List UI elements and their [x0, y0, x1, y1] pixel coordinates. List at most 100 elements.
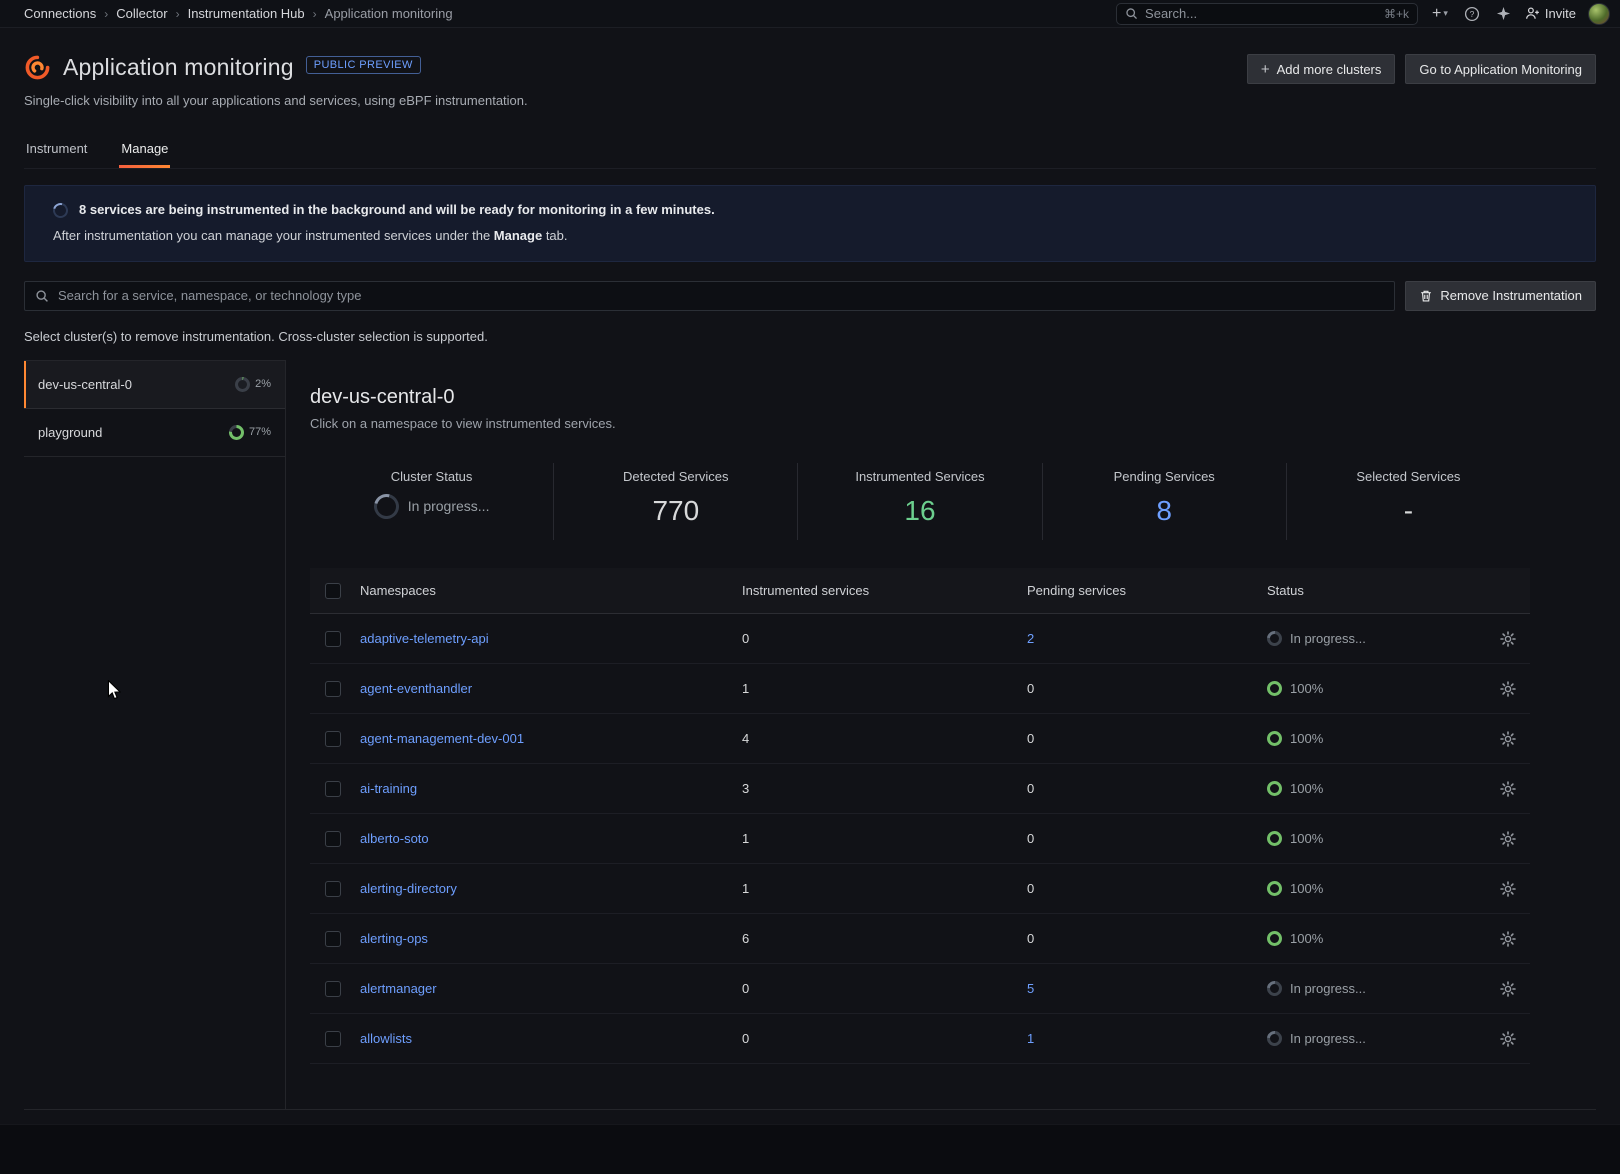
row-checkbox[interactable] — [325, 880, 341, 897]
cluster-status-spinner-icon — [369, 489, 404, 524]
namespace-link[interactable]: alberto-soto — [360, 831, 429, 847]
instrumentation-progress-banner: 8 services are being instrumented in the… — [24, 185, 1596, 262]
namespace-link[interactable]: agent-management-dev-001 — [360, 731, 525, 747]
status-ring-icon — [1267, 781, 1282, 797]
breadcrumb-connections[interactable]: Connections — [24, 6, 97, 21]
toolbar: Remove Instrumentation — [24, 280, 1596, 311]
status-label: 100% — [1290, 931, 1324, 947]
gear-icon[interactable] — [1482, 831, 1530, 847]
row-checkbox[interactable] — [325, 930, 341, 947]
row-checkbox[interactable] — [325, 730, 341, 747]
row-checkbox[interactable] — [325, 780, 341, 797]
instrumented-count: 4 — [742, 731, 750, 747]
table-row: alerting-ops 6 0 100% — [310, 914, 1530, 965]
namespace-link[interactable]: adaptive-telemetry-api — [360, 631, 489, 647]
row-checkbox[interactable] — [325, 1030, 341, 1047]
gear-icon[interactable] — [1482, 881, 1530, 897]
service-search-input[interactable] — [58, 288, 1385, 304]
select-all-checkbox[interactable] — [325, 582, 341, 599]
breadcrumb-separator: › — [175, 6, 180, 21]
gear-icon[interactable] — [1482, 931, 1530, 947]
table-row: alerting-directory 1 0 100% — [310, 864, 1530, 915]
cluster-item-dev-us-central-0[interactable]: dev-us-central-0 2% — [24, 361, 285, 409]
status-ring-icon — [1267, 881, 1282, 897]
breadcrumb-separator: › — [312, 6, 317, 21]
cluster-detail-subtitle: Click on a namespace to view instrumente… — [310, 415, 616, 431]
row-checkbox[interactable] — [325, 980, 341, 997]
page-title: Application monitoring — [63, 54, 294, 80]
status-ring-icon — [1267, 681, 1282, 697]
go-to-application-monitoring-button[interactable]: Go to Application Monitoring — [1405, 54, 1596, 84]
cluster-progress-percent: 77% — [248, 426, 271, 439]
namespace-link[interactable]: alerting-ops — [360, 931, 428, 947]
namespace-link[interactable]: allowlists — [360, 1031, 413, 1047]
page-header: Application monitoring PUBLIC PREVIEW + … — [24, 54, 1596, 84]
namespace-link[interactable]: alertmanager — [360, 981, 437, 997]
avatar[interactable] — [1588, 2, 1610, 25]
table-row: allowlists 0 1 In progress... — [310, 1014, 1530, 1065]
pending-count: 0 — [1027, 781, 1035, 797]
gear-icon[interactable] — [1482, 681, 1530, 697]
breadcrumb-instrumentation-hub[interactable]: Instrumentation Hub — [187, 6, 305, 21]
gear-icon[interactable] — [1482, 781, 1530, 797]
instrumented-count: 1 — [742, 881, 750, 897]
pending-services-value: 8 — [1156, 494, 1172, 526]
stat-pending-services: Pending Services 8 — [1041, 462, 1286, 541]
footer-strip — [0, 1124, 1620, 1174]
plus-icon: + — [1260, 60, 1270, 78]
pending-count: 2 — [1027, 631, 1035, 647]
stats-row: Cluster Status In progress... Detected S… — [310, 462, 1530, 541]
status-label: In progress... — [1290, 1031, 1366, 1047]
instrumented-count: 6 — [742, 931, 750, 947]
namespaces-table-rows: adaptive-telemetry-api 0 2 In progress..… — [310, 614, 1530, 1065]
remove-instrumentation-button[interactable]: Remove Instrumentation — [1405, 280, 1596, 311]
cluster-detail: dev-us-central-0 Click on a namespace to… — [286, 360, 1596, 1109]
cluster-progress-percent: 2% — [255, 378, 271, 391]
person-plus-icon — [1525, 6, 1540, 21]
search-icon — [35, 289, 49, 303]
search-icon — [1125, 7, 1138, 20]
cluster-status-text: In progress... — [407, 498, 490, 515]
instrumented-count: 0 — [742, 981, 750, 997]
selected-services-value: - — [1403, 494, 1414, 526]
table-row: ai-training 3 0 100% — [310, 764, 1530, 815]
trash-icon — [1419, 289, 1433, 303]
cluster-progress-ring-icon — [235, 376, 251, 392]
row-checkbox[interactable] — [325, 630, 341, 647]
namespace-link[interactable]: alerting-directory — [360, 881, 457, 897]
banner-secondary-message: After instrumentation you can manage you… — [53, 227, 568, 243]
table-row: alberto-soto 1 0 100% — [310, 814, 1530, 865]
stat-selected-services: Selected Services - — [1285, 462, 1530, 541]
help-button[interactable]: ? — [1462, 4, 1482, 24]
instrumented-count: 0 — [742, 631, 750, 647]
sparkle-icon — [1496, 6, 1511, 21]
instrumented-count: 0 — [742, 1031, 750, 1047]
gear-icon[interactable] — [1482, 731, 1530, 747]
chevron-down-icon: ▾ — [1443, 8, 1448, 18]
global-search[interactable]: ⌘+k — [1116, 2, 1419, 25]
breadcrumb-collector[interactable]: Collector — [116, 6, 168, 21]
namespace-link[interactable]: ai-training — [360, 781, 418, 797]
cluster-item-playground[interactable]: playground 77% — [24, 409, 285, 457]
instrumented-count: 1 — [742, 681, 750, 697]
pending-count: 0 — [1027, 681, 1035, 697]
invite-button[interactable]: Invite — [1525, 6, 1576, 21]
gear-icon[interactable] — [1482, 981, 1530, 997]
row-checkbox[interactable] — [325, 680, 341, 697]
column-header-instrumented: Instrumented services — [742, 583, 870, 599]
pending-count: 0 — [1027, 831, 1035, 847]
status-label: 100% — [1290, 881, 1324, 897]
gear-icon[interactable] — [1482, 1031, 1530, 1047]
add-more-clusters-button[interactable]: + Add more clusters — [1246, 54, 1396, 84]
global-search-input[interactable] — [1145, 6, 1378, 21]
add-menu-button[interactable]: + ▾ — [1430, 4, 1450, 24]
row-checkbox[interactable] — [325, 830, 341, 847]
ai-assistant-button[interactable] — [1494, 4, 1513, 23]
tab-manage[interactable]: Manage — [119, 132, 171, 168]
cluster-progress-ring-icon — [228, 424, 244, 440]
tab-instrument[interactable]: Instrument — [26, 141, 88, 156]
namespace-link[interactable]: agent-eventhandler — [360, 681, 473, 697]
service-search[interactable] — [24, 280, 1396, 311]
gear-icon[interactable] — [1482, 631, 1530, 647]
